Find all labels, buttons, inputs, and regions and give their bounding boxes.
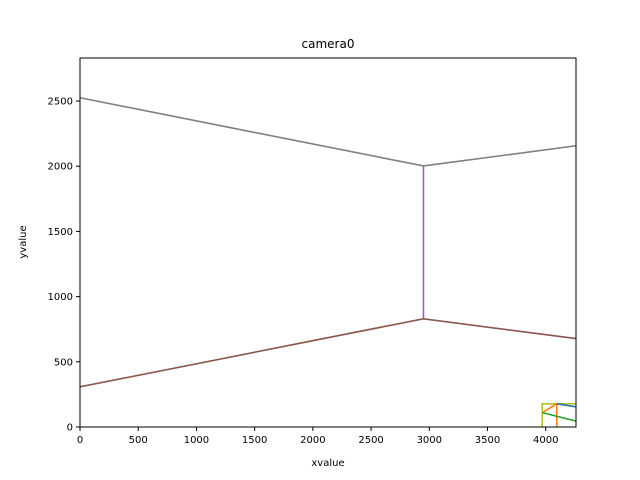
x-tick-label: 2500	[358, 435, 383, 446]
x-tick-label: 0	[77, 435, 83, 446]
x-tick-label: 1000	[184, 435, 209, 446]
y-tick-label: 2500	[48, 97, 73, 108]
y-tick-label: 0	[67, 423, 73, 434]
series-line-3	[541, 402, 576, 427]
x-tick-label: 2000	[300, 435, 325, 446]
plot-background	[80, 58, 576, 427]
series-layer	[79, 96, 577, 427]
x-tick-label: 3500	[475, 435, 500, 446]
y-ticks: 0 500 1000 1500 2000 2500	[48, 97, 80, 434]
x-tick-label: 3000	[417, 435, 442, 446]
series-line-2	[79, 317, 577, 388]
series-line-6	[556, 402, 577, 408]
x-tick-label: 4000	[533, 435, 558, 446]
x-tick-label: 1500	[242, 435, 267, 446]
y-tick-label: 1500	[48, 227, 73, 238]
x-axis-label: xvalue	[311, 458, 344, 469]
series-line-5	[542, 411, 577, 422]
x-tick-label: 500	[129, 435, 148, 446]
y-tick-label: 1000	[48, 292, 73, 303]
plot-frame	[79, 57, 577, 428]
chart-title: camera0	[302, 37, 355, 51]
y-axis-label: yvalue	[18, 225, 29, 258]
y-tick-label: 2000	[48, 162, 73, 173]
x-ticks: 0 500 1000 1500 2000 2500 3000 3500 4000	[77, 427, 558, 446]
y-tick-label: 500	[54, 357, 73, 368]
